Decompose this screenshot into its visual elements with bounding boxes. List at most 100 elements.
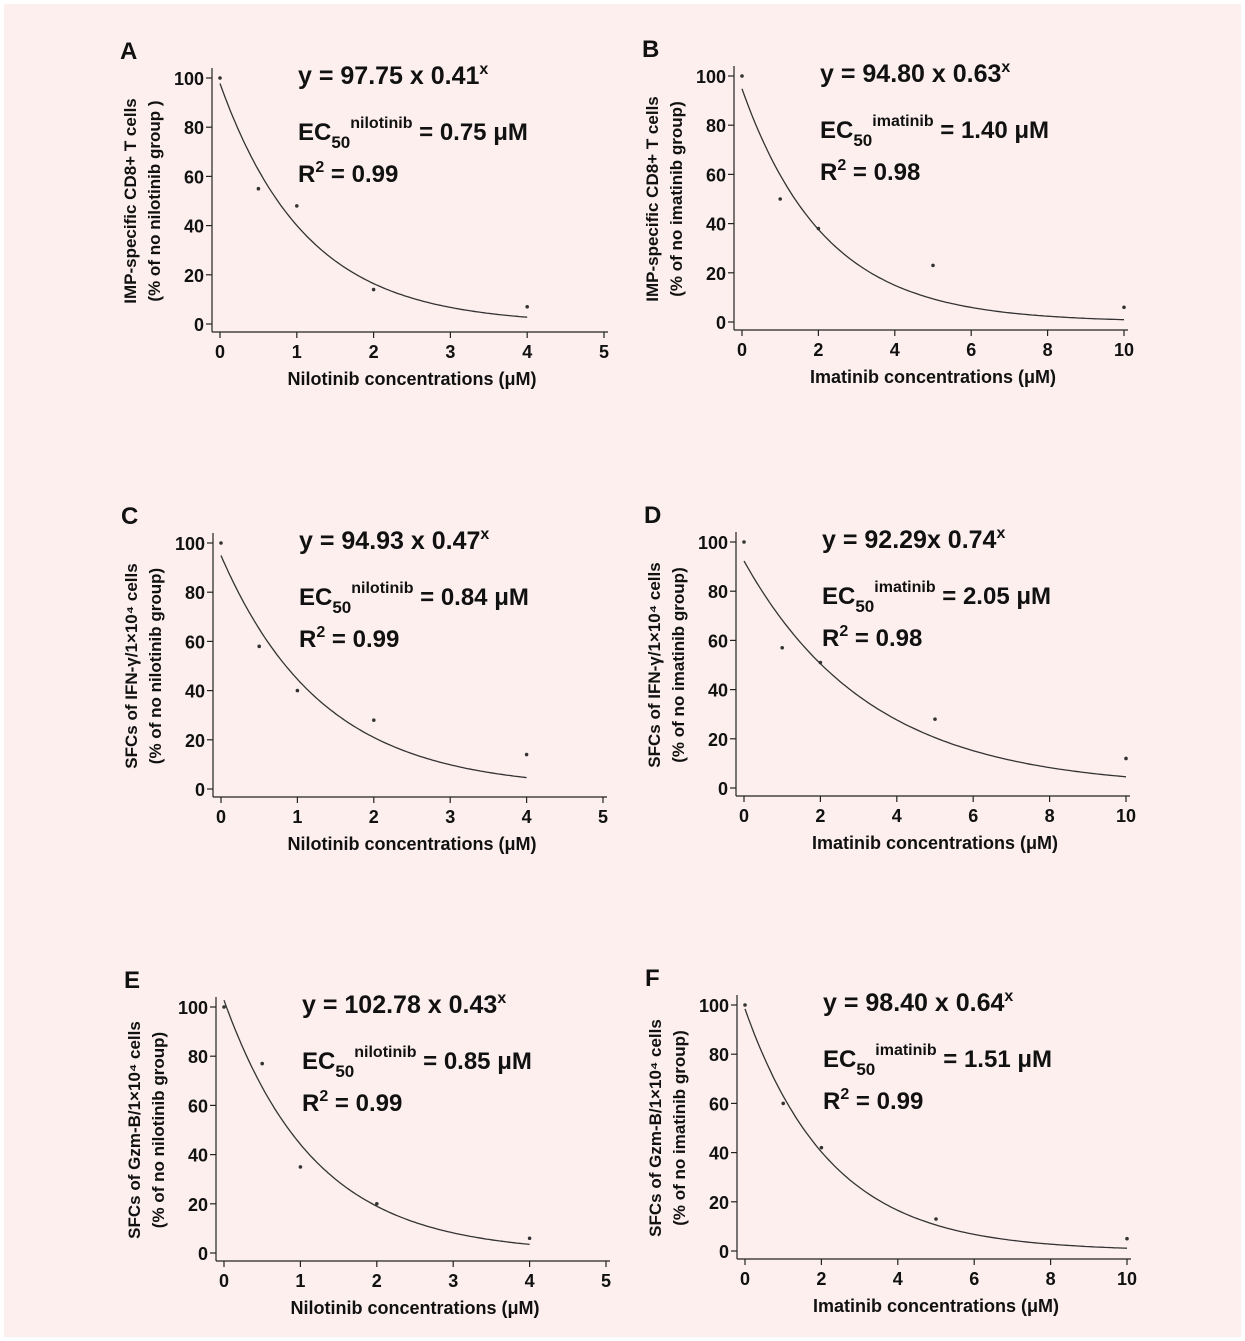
- panel-letter: C: [121, 503, 138, 530]
- data-point: [1124, 756, 1128, 761]
- ec50-text: EC50imatinib = 1.40 μM: [820, 113, 1049, 150]
- fit-curve: [741, 88, 1125, 321]
- data-point: [934, 1217, 938, 1221]
- data-point: [819, 1145, 824, 1150]
- r2-text: R2 = 0.99: [823, 1086, 923, 1115]
- y-tick-label: 80: [706, 116, 726, 136]
- y-tick-label: 0: [198, 1244, 208, 1264]
- equation-text: y = 94.80 x 0.63x: [820, 59, 1010, 88]
- equation-text: y = 97.75 x 0.41x: [298, 61, 488, 90]
- y-axis-title-line-2: (% of no imatinib group): [669, 567, 688, 762]
- x-axis-title: Nilotinib concentrations (μM): [287, 834, 536, 854]
- y-axis-title: SFCs of IFN-γ/1×10⁴ cells (% of no niloti…: [122, 563, 165, 768]
- panel-c: 0 20 40 60 80 100 0 1 2 3 4 5 Nilotinib concentratio…: [121, 503, 608, 854]
- panel-b: 0 20 40 60 80 100 0 2 4 6 8 10 Imatinib concentratio…: [642, 36, 1134, 387]
- y-tick-label: 40: [188, 1146, 208, 1166]
- x-tick-label: 8: [1043, 340, 1053, 360]
- x-tick-label: 4: [522, 342, 532, 362]
- x-tick-label: 1: [292, 807, 302, 827]
- y-tick-label: 60: [188, 1096, 208, 1116]
- y-tick-label: 40: [184, 217, 204, 237]
- y-tick-label: 100: [178, 998, 208, 1018]
- r2-text: R2 = 0.98: [820, 157, 920, 186]
- y-axis-title-line-1: SFCs of Gzm-B/1×10⁴ cells: [646, 1019, 665, 1237]
- data-point: [1125, 1236, 1129, 1241]
- x-axis-title: Nilotinib concentrations (μM): [287, 369, 536, 389]
- fit-curve: [220, 555, 527, 779]
- panel-letter: F: [645, 965, 660, 992]
- ec50-text: EC50imatinib = 1.51 μM: [823, 1042, 1052, 1079]
- panel-letter: E: [124, 967, 140, 994]
- y-tick-label: 80: [185, 583, 205, 603]
- y-tick-label: 0: [718, 779, 728, 799]
- y-axis-title: IMP-specific CD8+ T cells (% of no imatin…: [643, 96, 686, 302]
- y-tick-label: 0: [719, 1242, 729, 1262]
- x-tick-label: 5: [601, 1271, 611, 1291]
- x-tick-label: 2: [813, 340, 823, 360]
- data-point: [781, 1101, 785, 1106]
- y-tick-label: 20: [706, 264, 726, 284]
- x-tick-label: 3: [445, 807, 455, 827]
- panel-a: 0 20 40 60 80 100 0 1 2 3 4 5 Nilotinib concentratio…: [120, 38, 609, 389]
- y-tick-label: 40: [185, 682, 205, 702]
- y-axis-title-line-1: SFCs of Gzm-B/1×10⁴ cells: [125, 1021, 144, 1239]
- data-point: [257, 644, 261, 649]
- data-point: [525, 304, 529, 309]
- r2-text: R2 = 0.98: [822, 623, 922, 652]
- x-tick-label: 3: [445, 342, 455, 362]
- x-axis-title: Nilotinib concentrations (μM): [290, 1298, 539, 1318]
- x-tick-label: 4: [525, 1271, 535, 1291]
- y-tick-label: 100: [696, 67, 726, 87]
- y-tick-label: 20: [184, 266, 204, 286]
- x-tick-label: 10: [1116, 806, 1136, 826]
- y-tick-label: 20: [185, 731, 205, 751]
- figure-background: [4, 4, 1241, 1337]
- data-point: [1122, 305, 1126, 310]
- data-point: [778, 197, 782, 201]
- y-axis-title-line-1: IMP-specific CD8+ T cells: [643, 96, 662, 302]
- x-tick-label: 5: [599, 342, 609, 362]
- data-point: [298, 1165, 303, 1169]
- x-tick-label: 6: [968, 806, 978, 826]
- data-point: [743, 1003, 747, 1007]
- x-axis-title: Imatinib concentrations (μM): [812, 833, 1058, 853]
- data-point: [780, 645, 784, 650]
- y-tick-label: 0: [716, 313, 726, 333]
- x-tick-label: 4: [890, 340, 900, 360]
- y-axis-title-line-1: SFCs of IFN-γ/1×10⁴ cells: [122, 563, 141, 768]
- y-tick-label: 80: [184, 118, 204, 138]
- x-tick-label: 0: [219, 1271, 229, 1291]
- y-axis-title-line-1: SFCs of IFN-γ/1×10⁴ cells: [645, 562, 664, 767]
- fit-curve: [743, 560, 1127, 778]
- y-tick-label: 100: [175, 534, 205, 554]
- y-tick-label: 80: [708, 582, 728, 602]
- y-axis-title-line-1: IMP-specific CD8+ T cells: [121, 98, 140, 304]
- x-tick-label: 3: [448, 1271, 458, 1291]
- panel-letter: B: [642, 36, 659, 63]
- equation-text: y = 94.93 x 0.47x: [299, 526, 489, 555]
- panel-d: 0 20 40 60 80 100 0 2 4 6 8 10 Imatinib concentratio…: [644, 502, 1136, 853]
- equation-text: y = 98.40 x 0.64x: [823, 988, 1013, 1017]
- x-tick-label: 0: [739, 806, 749, 826]
- x-tick-label: 4: [892, 806, 902, 826]
- data-point: [933, 717, 937, 721]
- x-tick-label: 8: [1046, 1269, 1056, 1289]
- x-tick-label: 6: [969, 1269, 979, 1289]
- data-point: [218, 76, 222, 80]
- ec50-text: EC50nilotinib = 0.84 μM: [299, 580, 529, 617]
- ec50-text: EC50imatinib = 2.05 μM: [822, 579, 1051, 616]
- y-tick-label: 80: [709, 1045, 729, 1065]
- fit-curve: [744, 1008, 1128, 1249]
- x-tick-label: 2: [372, 1271, 382, 1291]
- y-tick-label: 0: [194, 315, 204, 335]
- y-tick-label: 60: [706, 165, 726, 185]
- panel-letter: D: [644, 502, 661, 529]
- y-tick-label: 100: [174, 69, 204, 89]
- data-point: [219, 541, 223, 545]
- x-tick-label: 4: [893, 1269, 903, 1289]
- data-point: [372, 718, 376, 722]
- panel-letter: A: [120, 38, 137, 65]
- x-tick-label: 0: [215, 342, 225, 362]
- y-tick-label: 40: [708, 681, 728, 701]
- x-axis-title: Imatinib concentrations (μM): [813, 1296, 1059, 1316]
